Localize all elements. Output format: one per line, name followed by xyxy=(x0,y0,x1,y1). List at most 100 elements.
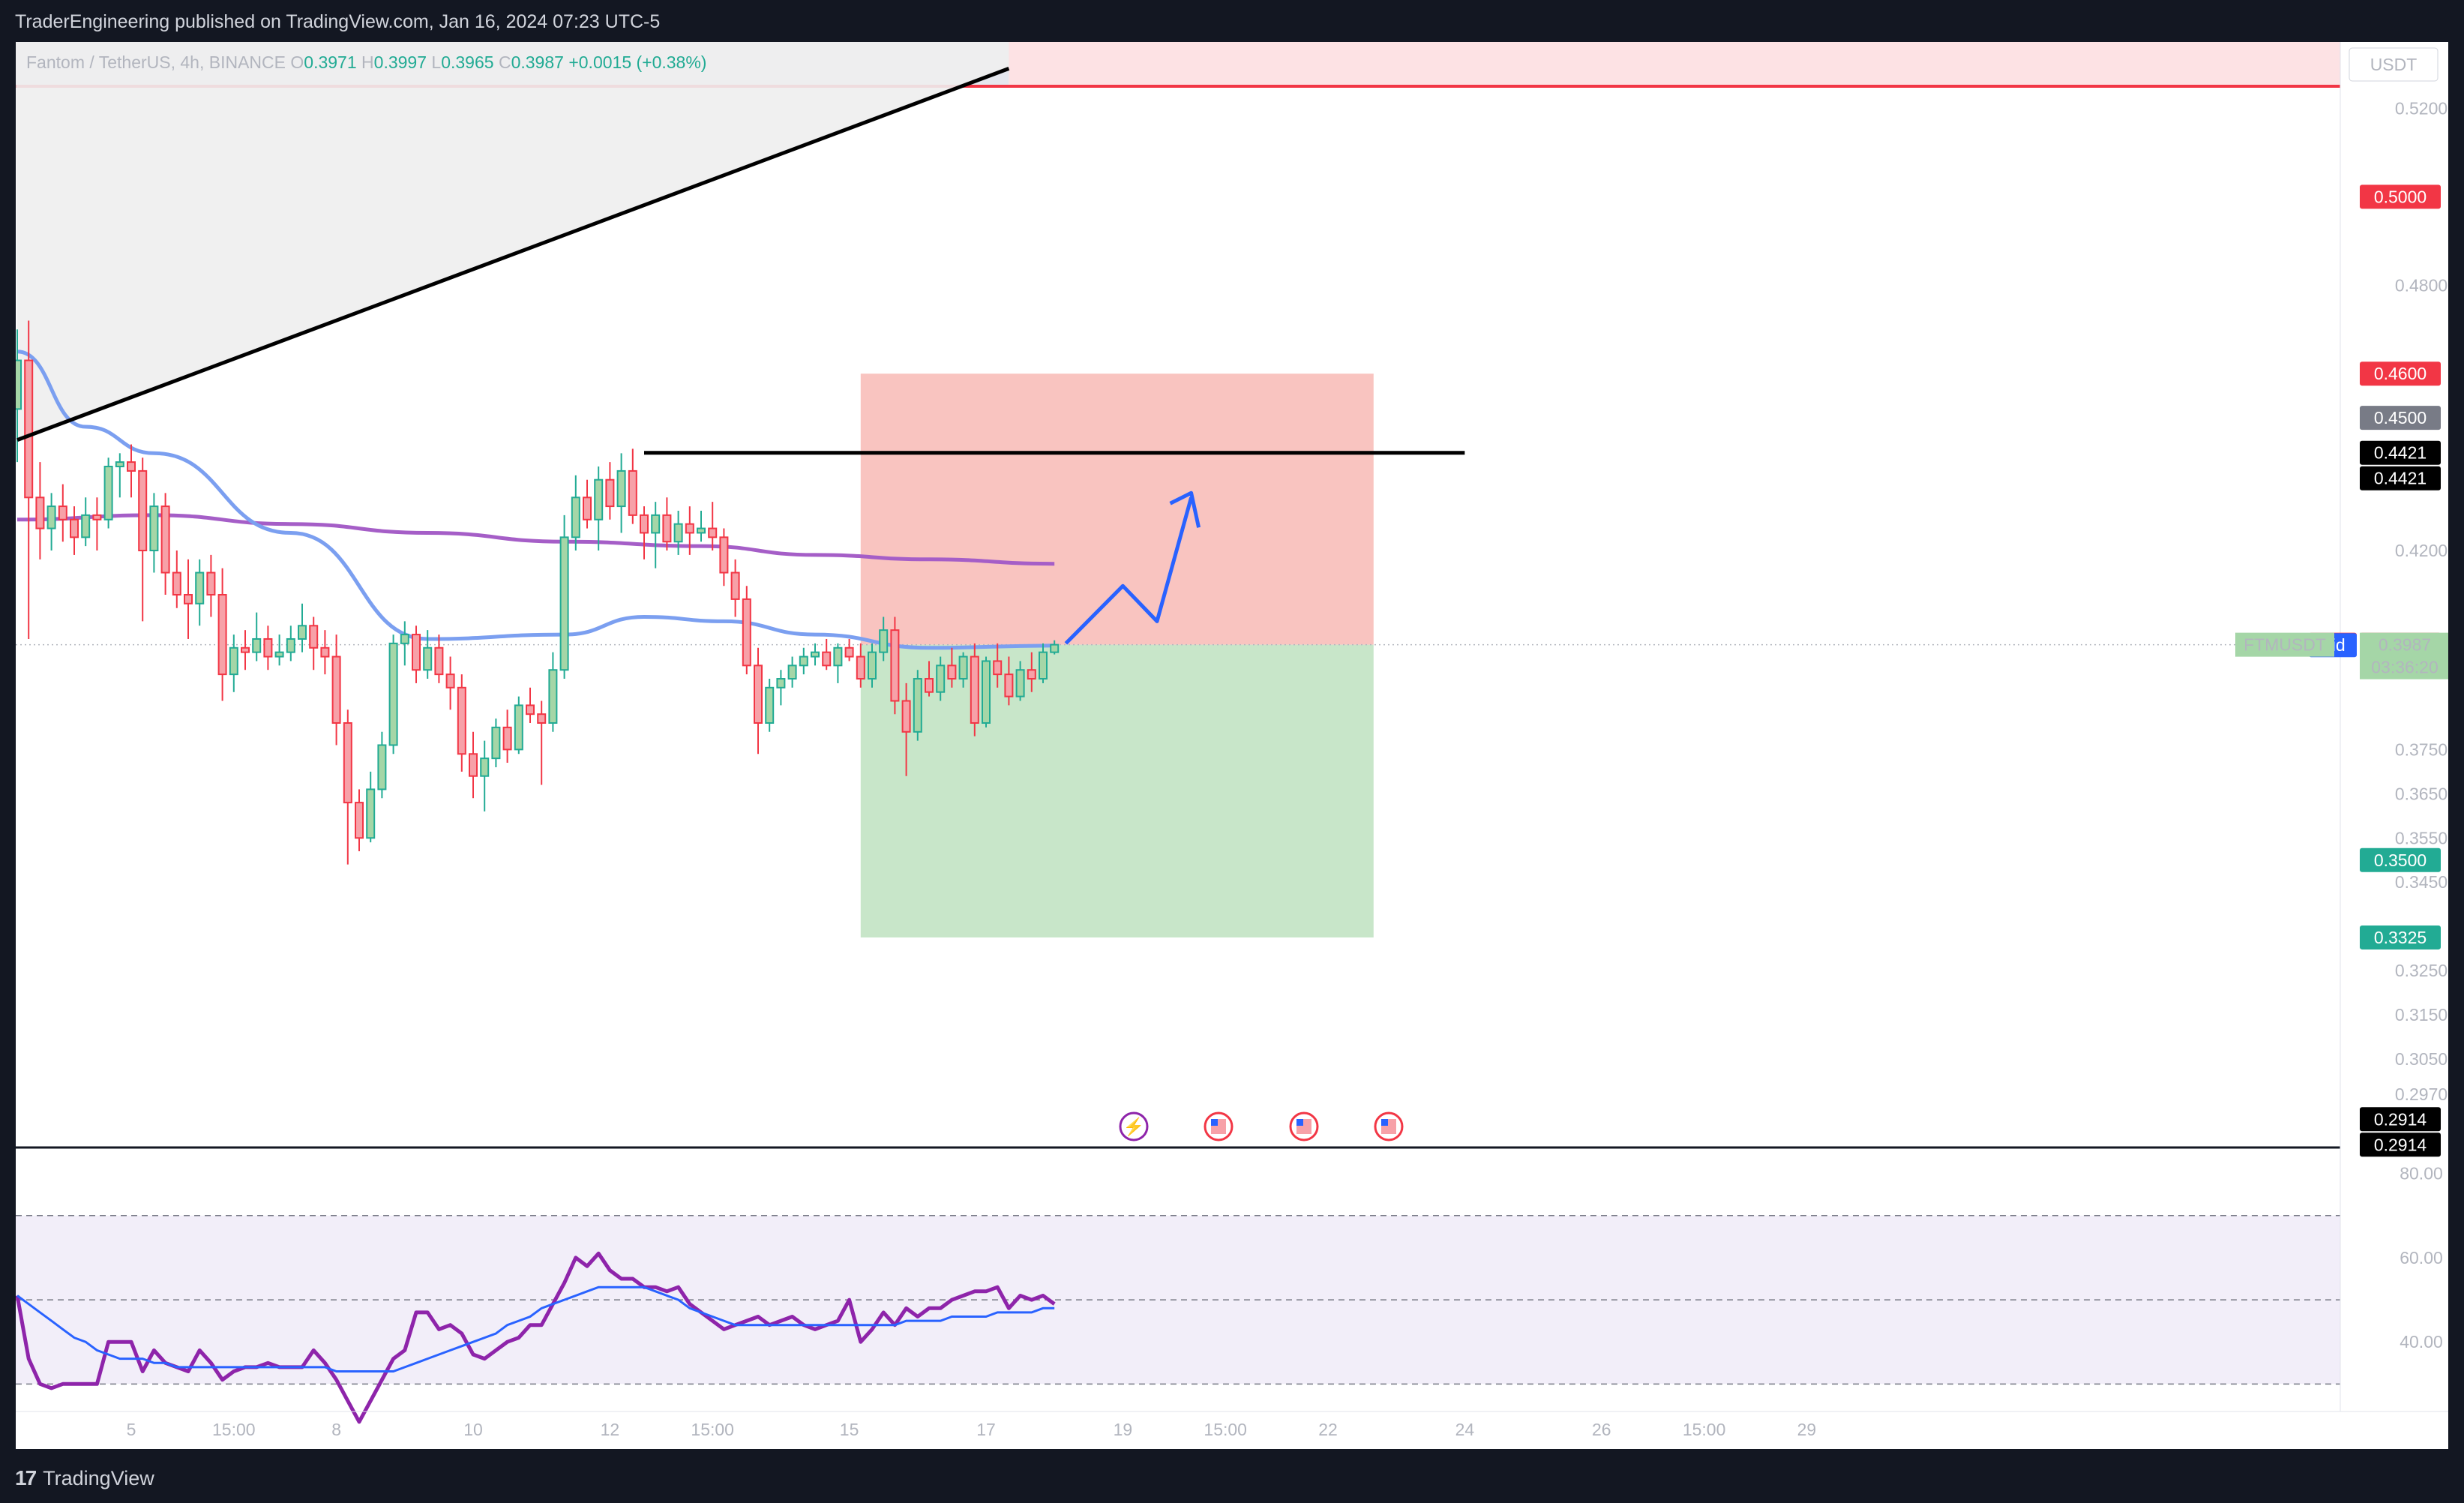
price-tag xyxy=(2360,406,2441,430)
legend-close: 0.3987 xyxy=(511,52,564,72)
time-tick-label: 15:00 xyxy=(1683,1420,1726,1439)
candle-body xyxy=(70,518,79,538)
last-price-text: 0.3987 xyxy=(2379,635,2431,655)
candle-body xyxy=(799,656,808,667)
rsi-tick-label: 60.00 xyxy=(2400,1248,2443,1268)
candle-body xyxy=(206,572,216,596)
candle-body xyxy=(35,496,45,530)
candle-body xyxy=(172,572,181,596)
symbol-tag-text: FTMUSDT xyxy=(2244,635,2326,655)
candle-body xyxy=(548,669,558,724)
chart-svg[interactable]: ⚡ USDT 0.5200 0.4800 0.4200 0.3750 0.3650 0.355… xyxy=(16,42,2448,1449)
time-tick-label: 15 xyxy=(840,1420,859,1439)
candle-body xyxy=(537,713,547,724)
time-tick-label: 15:00 xyxy=(691,1420,734,1439)
event-earnings-icon[interactable] xyxy=(1119,1112,1149,1142)
candle-body xyxy=(103,466,113,520)
candle-body xyxy=(697,527,706,534)
price-tick-label: 0.5200 xyxy=(2395,98,2448,118)
candle-body xyxy=(229,646,238,676)
time-tick-label: 5 xyxy=(127,1420,136,1439)
candle-body xyxy=(571,496,580,538)
candle-body xyxy=(263,638,273,658)
candles-group xyxy=(16,320,1060,865)
candle-body xyxy=(160,506,170,574)
lightning-glyph: ⚡ xyxy=(1123,1117,1145,1137)
price-tick-label: 0.3450 xyxy=(2395,872,2448,892)
candle-body xyxy=(331,656,341,724)
chart-area[interactable]: ⚡ USDT 0.5200 0.4800 0.4200 0.3750 0.3650 0.355… xyxy=(16,42,2448,1449)
candle-body xyxy=(127,461,136,472)
time-tick-label: 15:00 xyxy=(1204,1420,1247,1439)
candle-body xyxy=(514,704,523,751)
price-tag xyxy=(2360,1132,2441,1157)
legend-open-label: O xyxy=(290,52,304,72)
candle-body xyxy=(685,523,694,534)
candle-body xyxy=(309,625,319,649)
candle-body xyxy=(844,646,854,658)
time-tick-label: 19 xyxy=(1114,1420,1133,1439)
candle-body xyxy=(868,651,877,680)
candle-body xyxy=(423,646,433,671)
candle-body xyxy=(480,758,490,777)
candle-body xyxy=(138,470,148,552)
candle-body xyxy=(673,523,683,543)
candle-body xyxy=(149,506,159,552)
candle-body xyxy=(388,642,398,746)
candle-body xyxy=(320,646,330,658)
flag-canton xyxy=(1296,1119,1303,1126)
candle-body xyxy=(662,514,672,543)
publisher-text: TraderEngineering published on TradingVi… xyxy=(15,11,661,32)
legend-change: +0.0015 (+0.38%) xyxy=(568,52,707,72)
candle-body xyxy=(252,638,262,653)
stop-loss-zone xyxy=(860,374,1374,645)
price-tag-text: 0.3325 xyxy=(2374,928,2427,947)
candle-body xyxy=(241,646,250,653)
legend-close-label: C xyxy=(498,52,511,72)
candle-body xyxy=(719,536,729,574)
candle-body xyxy=(993,660,1003,676)
candle-body xyxy=(730,572,740,600)
time-tick-label: 10 xyxy=(463,1420,483,1439)
candle-body xyxy=(24,359,34,499)
legend-high: 0.3997 xyxy=(373,52,427,72)
candle-body xyxy=(286,638,295,653)
candle-body xyxy=(651,514,661,534)
candle-body xyxy=(583,496,592,520)
candle-body xyxy=(936,664,946,693)
candle-body xyxy=(46,506,56,530)
tradingview-logo[interactable]: 17 TradingView xyxy=(15,1466,154,1490)
publisher-bar: TraderEngineering published on TradingVi… xyxy=(0,0,2464,42)
candle-body xyxy=(298,625,307,640)
candle-body xyxy=(559,536,569,671)
tradingview-logo-text: TradingView xyxy=(43,1466,154,1490)
price-tag-text: 0.3500 xyxy=(2374,850,2427,870)
candle-body xyxy=(1039,651,1048,680)
price-tag xyxy=(2360,440,2441,465)
price-tick-label: 0.3750 xyxy=(2395,740,2448,759)
currency-selector[interactable] xyxy=(2349,47,2439,82)
trendline-shade xyxy=(16,42,1009,440)
time-tick-label: 12 xyxy=(601,1420,620,1439)
candle-body xyxy=(491,726,501,760)
price-tag xyxy=(2360,1107,2441,1132)
rsi-tick-label: 80.00 xyxy=(2400,1164,2443,1184)
tradingview-logo-icon: 17 xyxy=(15,1466,37,1490)
candle-body xyxy=(765,686,775,724)
candle-body xyxy=(925,678,934,693)
candle-body xyxy=(970,656,979,724)
price-axis-bg xyxy=(2340,42,2448,1449)
symbol-tag xyxy=(2235,632,2334,657)
candle-body xyxy=(1004,674,1014,698)
candle-body xyxy=(400,634,409,644)
time-tick-label: 15:00 xyxy=(212,1420,256,1439)
legend-open: 0.3971 xyxy=(304,52,357,72)
price-tag xyxy=(2360,466,2441,490)
candle-body xyxy=(890,629,900,702)
candle-body xyxy=(913,678,922,733)
price-tag-text: 0.4600 xyxy=(2374,364,2427,383)
candle-body xyxy=(115,461,124,468)
price-tick-label: 0.2970 xyxy=(2395,1084,2448,1104)
candle-body xyxy=(195,572,205,604)
candle-body xyxy=(469,753,478,777)
